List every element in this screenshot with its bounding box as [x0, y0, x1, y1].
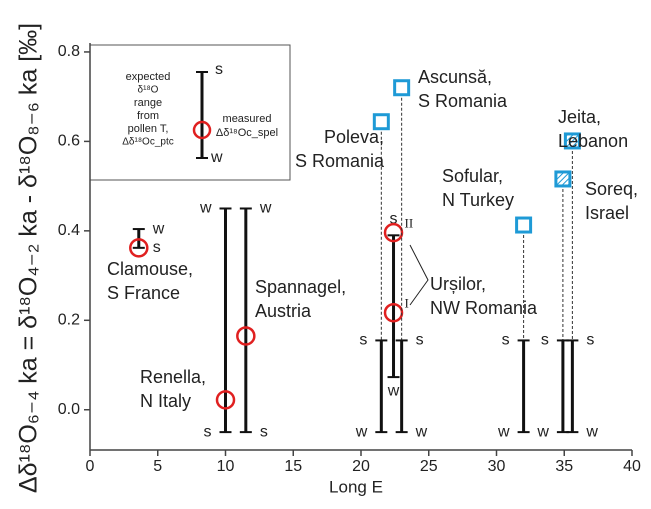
range-end-label: w	[199, 200, 212, 217]
site-label: Clamouse,	[107, 259, 193, 279]
range-end-label: w	[387, 382, 400, 399]
y-tick-label: 0.4	[58, 222, 80, 239]
range-end-label: w	[415, 423, 428, 440]
legend-marker	[192, 120, 212, 140]
legend-text: pollen T,	[128, 123, 169, 135]
site-label: N Turkey	[442, 190, 514, 210]
measured-square	[554, 170, 572, 188]
site-label: NW Romania	[430, 298, 538, 318]
site-label: Sofular,	[442, 166, 503, 186]
y-tick-label: 0.0	[58, 401, 80, 418]
y-axis-label: Δδ¹⁸O₆₋₄ ka = δ¹⁸O₄₋₂ ka - δ¹⁸O₈₋₆ ka [‰…	[15, 23, 43, 493]
site-label: S France	[107, 283, 180, 303]
range-end-label: s	[204, 423, 212, 440]
x-tick-label: 5	[153, 458, 162, 475]
range-end-label: s	[586, 332, 594, 349]
legend-text: Δδ¹⁸Oc_ptc	[122, 137, 173, 148]
legend-text: range	[134, 97, 162, 109]
site-label: Urșilor,	[430, 274, 486, 294]
measured-label: I	[405, 296, 409, 311]
measured-circle	[236, 326, 256, 346]
site-label: Spannagel,	[255, 277, 346, 297]
range-end-label: s	[416, 332, 424, 349]
legend-text: measured	[223, 113, 272, 125]
range-end-label: w	[355, 423, 368, 440]
x-tick-label: 25	[420, 458, 438, 475]
measured-circle	[383, 222, 404, 243]
measured-square	[515, 216, 533, 234]
y-tick-label: 0.8	[58, 43, 80, 60]
site-label: Ascunsă,	[418, 67, 492, 87]
range-end-label: s	[153, 239, 161, 256]
measured-square	[393, 79, 411, 97]
range-end-label: s	[541, 332, 549, 349]
y-tick-label: 0.2	[58, 312, 80, 329]
legend-text: from	[137, 110, 159, 122]
y-tick-label: 0.6	[58, 133, 80, 150]
measured-circle	[215, 390, 236, 410]
measured-square	[372, 113, 390, 131]
x-axis-label: Long E	[329, 477, 383, 496]
site-label: S Romania	[418, 91, 508, 111]
site-label: N Italy	[140, 391, 191, 411]
range-end-label: w	[259, 200, 272, 217]
site-label: Poleva,	[324, 127, 384, 147]
x-tick-label: 10	[217, 458, 235, 475]
range-end-label: s	[502, 332, 510, 349]
measured-square	[563, 132, 581, 150]
legend-text: expected	[126, 71, 171, 83]
site-label: S Romania	[295, 151, 385, 171]
x-tick-label: 40	[623, 458, 641, 475]
legend-text: δ¹⁸O	[138, 85, 159, 96]
legend-text: Δδ¹⁸Oc_spel	[216, 127, 278, 139]
range-end-label: s	[260, 423, 268, 440]
x-tick-label: 35	[555, 458, 573, 475]
x-tick-label: 0	[86, 458, 95, 475]
legend-text: s	[215, 61, 223, 78]
range-end-label: w	[585, 423, 598, 440]
legend-text: w	[210, 149, 223, 166]
range-end-label: w	[497, 423, 510, 440]
site-label: Lebanon	[558, 131, 628, 151]
legend-box	[89, 44, 291, 181]
range-end-label: w	[152, 220, 165, 237]
site-label: Soreq,	[585, 179, 638, 199]
x-tick-label: 30	[488, 458, 506, 475]
measured-circle	[129, 238, 149, 258]
range-end-label: s	[390, 211, 398, 228]
range-end-label: s	[359, 332, 367, 349]
range-end-label: w	[536, 423, 549, 440]
site-label: Austria	[255, 301, 312, 321]
site-label: Jeita,	[558, 107, 601, 127]
x-tick-label: 20	[352, 458, 370, 475]
connector	[409, 244, 429, 306]
site-label: Israel	[585, 203, 629, 223]
measured-circle	[383, 302, 404, 323]
site-label: Renella,	[140, 367, 206, 387]
x-tick-label: 15	[284, 458, 302, 475]
measured-label: II	[405, 216, 414, 231]
